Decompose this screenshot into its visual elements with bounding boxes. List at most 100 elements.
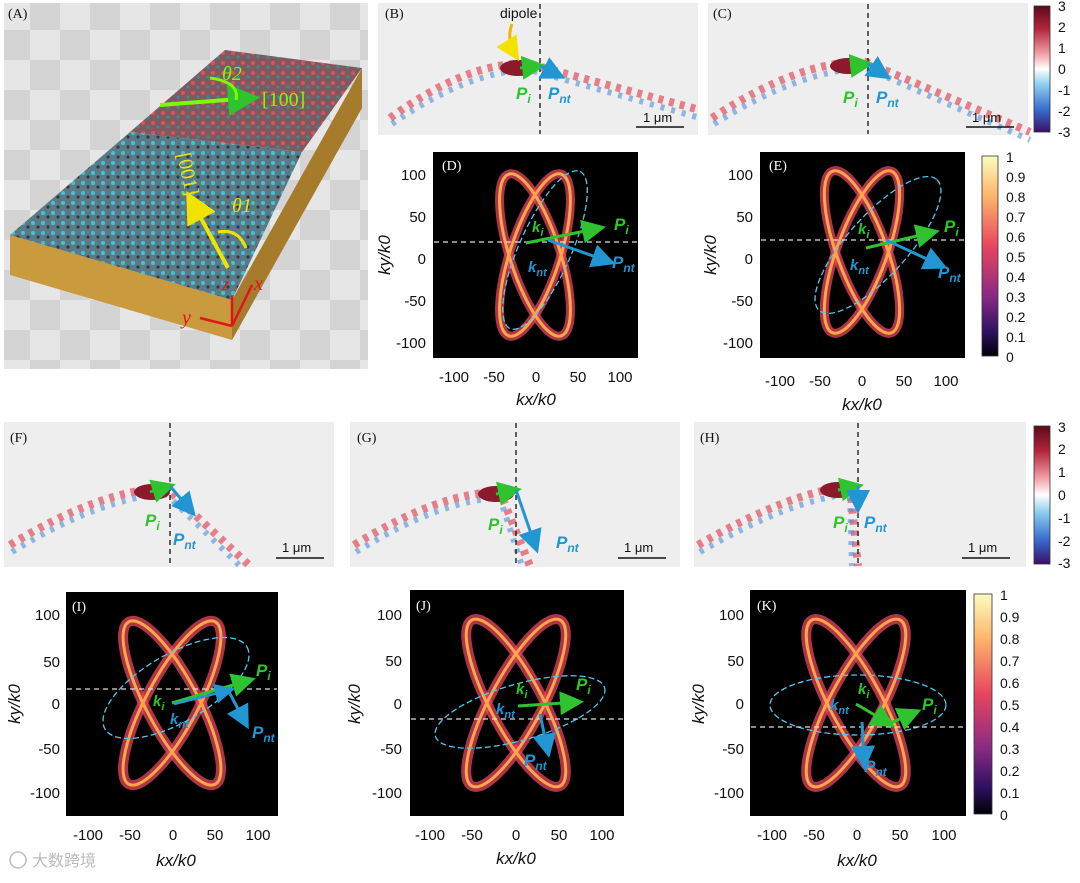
panel-label-c: (C) xyxy=(713,7,732,22)
eight-lobe-core-2 xyxy=(464,617,568,789)
y-axis-label: ky/k0 xyxy=(689,684,708,724)
watermark-text: 大数跨境 xyxy=(32,851,96,870)
x-axis-label: kx/k0 xyxy=(842,395,882,414)
intensity-tick: 0.6 xyxy=(1000,675,1020,691)
x-tick: 0 xyxy=(169,827,177,844)
y-ticks: 100 50 0 -50 -100 xyxy=(714,607,744,802)
wave-ray-right xyxy=(10,490,243,569)
wave-ray-right xyxy=(354,494,525,567)
panel-c-field-map: Pi Pnt 1 μm (C) xyxy=(708,3,1032,143)
field-tick: -2 xyxy=(1058,533,1071,549)
y-tick: -50 xyxy=(731,293,753,310)
panel-label-i: (I) xyxy=(72,600,86,615)
y-tick: -50 xyxy=(380,741,402,758)
pi-arrow xyxy=(887,708,922,731)
intensity-tick: 0.9 xyxy=(1000,609,1020,625)
y-tick: 0 xyxy=(52,696,60,713)
x-tick: 0 xyxy=(853,827,861,844)
field-tick: -1 xyxy=(1058,510,1071,526)
ki-arrow xyxy=(855,702,896,728)
panel-i-kspace: ki knt Pi Pnt (I) 100 50 0 -50 -100 -100… xyxy=(5,592,278,870)
scale-bar-label: 1 μm xyxy=(282,540,311,555)
panel-g-field-map: Pi Pnt 1 μm (G) xyxy=(350,422,680,568)
x-ticks: -100 -50 0 50 100 xyxy=(439,369,633,386)
field-tick: 1 xyxy=(1058,464,1066,480)
pi-label: Pi xyxy=(833,513,848,535)
pnt-arrow xyxy=(532,713,557,758)
ki-label: ki xyxy=(153,693,165,713)
x-tick: 100 xyxy=(245,827,270,844)
y-tick: 100 xyxy=(35,607,60,624)
y-ticks: 100 50 0 -50 -100 xyxy=(396,167,426,352)
iso-contour xyxy=(102,636,250,740)
y-tick: -100 xyxy=(372,785,402,802)
pi-label: Pi xyxy=(944,217,959,239)
y-ticks: 100 50 0 -50 -100 xyxy=(372,607,402,802)
y-tick: -50 xyxy=(404,293,426,310)
panel-label-d: (D) xyxy=(442,159,462,174)
pi-label: Pi xyxy=(614,215,629,237)
x-axis-label: kx/k0 xyxy=(516,390,556,409)
pi-label: Pi xyxy=(843,88,858,110)
kspace-background xyxy=(66,592,278,816)
pi-arrow xyxy=(495,481,522,506)
x-tick: 100 xyxy=(589,827,614,844)
eight-lobe-core-1 xyxy=(822,169,902,335)
pnt-label: Pnt xyxy=(548,84,572,106)
x-tick: -100 xyxy=(757,827,787,844)
x-tick: 50 xyxy=(892,827,909,844)
pnt-label: Pnt xyxy=(252,723,276,745)
y-tick: 100 xyxy=(728,167,753,184)
intensity-tick: 0.1 xyxy=(1006,329,1026,345)
eight-lobe-core-1 xyxy=(121,619,223,787)
x-tick: 0 xyxy=(532,369,540,386)
pi-label: Pi xyxy=(516,84,531,106)
y-axis-label: ky/k0 xyxy=(701,235,720,275)
y-tick: -50 xyxy=(38,741,60,758)
x-ticks: -100 -50 0 50 100 xyxy=(73,827,271,844)
intensity-tick: 0.6 xyxy=(1006,229,1026,245)
intensity-tick: 0.9 xyxy=(1006,169,1026,185)
field-tick: 2 xyxy=(1058,441,1066,457)
y-tick: 0 xyxy=(745,251,753,268)
x-tick: -100 xyxy=(415,827,445,844)
y-axis-label: ky/k0 xyxy=(345,684,364,724)
iso-contour xyxy=(502,170,588,330)
slab-front-face xyxy=(10,235,232,340)
scale-bar-label: 1 μm xyxy=(972,110,1001,125)
wave-ray-left xyxy=(7,483,253,569)
x-tick: -50 xyxy=(119,827,141,844)
wave-ray-left xyxy=(709,57,1032,136)
y-tick: 100 xyxy=(719,607,744,624)
knt-label: knt xyxy=(170,711,190,731)
x-tick: 0 xyxy=(858,373,866,390)
iso-contour xyxy=(434,675,606,749)
intensity-colorbar-gradient xyxy=(973,593,993,815)
field-tick: -2 xyxy=(1058,103,1071,119)
pnt-label: Pnt xyxy=(864,757,888,779)
field-tick: 3 xyxy=(1058,419,1066,435)
y-tick: -100 xyxy=(714,785,744,802)
x-tick: 0 xyxy=(512,827,520,844)
field-tick: 3 xyxy=(1058,0,1066,14)
knt-label: knt xyxy=(528,259,548,279)
field-tick: 2 xyxy=(1058,19,1066,35)
x-tick: -50 xyxy=(483,369,505,386)
pi-label: Pi xyxy=(922,695,937,717)
y-tick: -100 xyxy=(30,785,60,802)
intensity-tick: 1 xyxy=(1006,149,1014,165)
y-tick: 0 xyxy=(736,696,744,713)
field-tick: -3 xyxy=(1058,124,1071,140)
intensity-tick: 0.3 xyxy=(1000,741,1020,757)
y-tick: 100 xyxy=(401,167,426,184)
field-tick: 1 xyxy=(1058,40,1066,56)
intensity-tick: 0 xyxy=(1000,807,1008,823)
field-colorbar-top: 3 2 1 0 -1 -2 -3 xyxy=(1033,0,1071,140)
intensity-colorbar-gradient xyxy=(981,155,999,357)
y-ticks: 100 50 0 -50 -100 xyxy=(30,607,60,802)
panel-f-field-map: Pi Pnt 1 μm (F) xyxy=(4,422,334,569)
panel-label-e: (E) xyxy=(769,159,787,174)
intensity-tick: 0.8 xyxy=(1000,631,1020,647)
scale-bar-label: 1 μm xyxy=(968,540,997,555)
